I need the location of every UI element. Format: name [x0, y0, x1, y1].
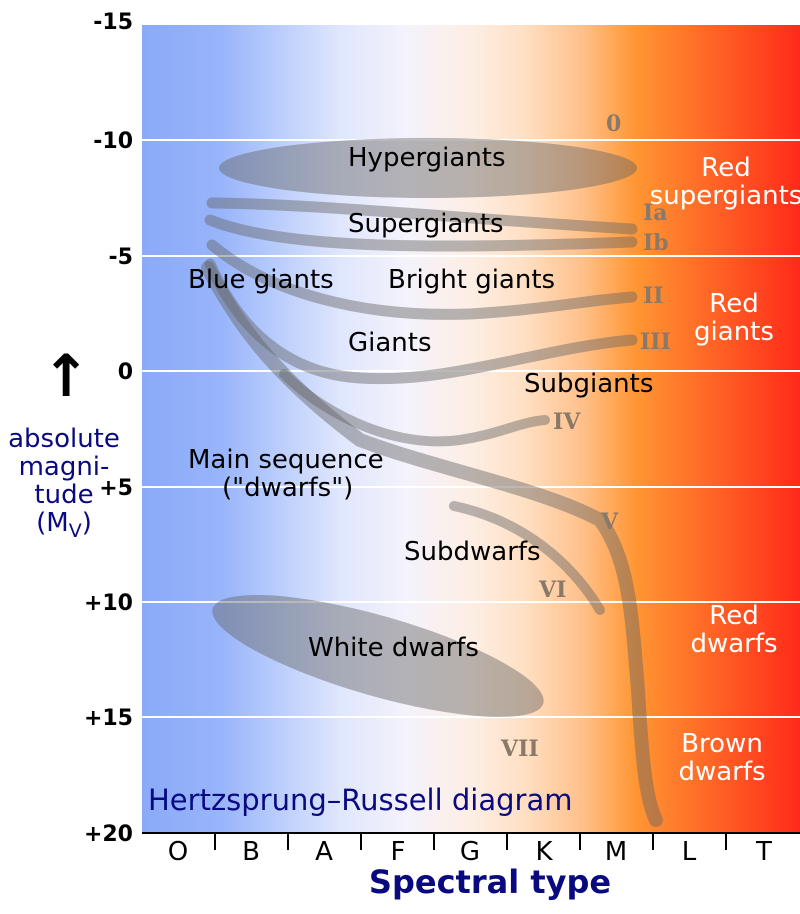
diagram-title: Hertzsprung–Russell diagram [148, 783, 572, 817]
subgiants-band [279, 369, 550, 447]
y-axis-arrow: ↑ [42, 342, 91, 410]
x-tick-t: T [755, 837, 772, 867]
lum-class-vii: VII [500, 736, 539, 762]
y-tick-minus15: -15 [93, 10, 133, 35]
lum-class-ii: II [643, 283, 664, 309]
y-tick-plus20: +20 [84, 822, 133, 847]
y-label-subscript: V [69, 520, 82, 542]
label-red-dwarfs-2: dwarfs [690, 629, 777, 659]
y-label-close: ) [82, 508, 92, 538]
y-axis-label: absolute magni- tude (MV) [8, 424, 120, 542]
label-brown-dwarfs-1: Brown [681, 729, 763, 759]
label-red-giants-2: giants [694, 317, 774, 347]
label-bright-giants: Bright giants [388, 265, 555, 295]
x-axis-separators [214, 833, 727, 850]
label-red-supergiants-2: supergiants [650, 181, 800, 211]
y-label-line3: tude [34, 480, 93, 510]
lum-class-0: 0 [606, 111, 621, 137]
x-tick-f: F [391, 837, 406, 867]
x-tick-o: O [168, 837, 188, 867]
x-tick-g: G [460, 837, 480, 867]
y-tick-minus10: -10 [93, 129, 133, 154]
label-supergiants: Supergiants [348, 209, 504, 239]
gridlines [142, 139, 800, 718]
lum-class-iii: III [640, 329, 671, 355]
y-tick-plus15: +15 [84, 706, 133, 731]
label-blue-giants: Blue giants [188, 265, 334, 295]
main-sequence-band [201, 261, 663, 827]
lum-class-v: V [600, 509, 619, 535]
lum-class-iv: IV [553, 409, 581, 435]
giants-band [204, 258, 638, 385]
x-axis-title: Spectral type [369, 863, 611, 901]
lum-class-vi: VI [538, 577, 566, 603]
label-red-dwarfs-1: Red [709, 601, 758, 631]
subdwarfs-band [449, 501, 605, 615]
x-axis-ticks: O B A F G K M L T [168, 837, 772, 867]
y-label-line4: (MV) [36, 508, 92, 542]
label-hypergiants: Hypergiants [348, 143, 506, 173]
plot-background [142, 25, 800, 833]
y-tick-plus10: +10 [84, 591, 133, 616]
x-tick-l: L [682, 837, 697, 867]
label-red-giants-1: Red [709, 289, 758, 319]
y-label-line1: absolute [8, 424, 120, 454]
label-main-sequence: Main sequence [188, 445, 384, 475]
label-giants: Giants [348, 328, 432, 358]
y-label-line2: magni- [19, 452, 110, 482]
y-tick-0: 0 [118, 360, 133, 385]
label-subdwarfs: Subdwarfs [404, 537, 541, 567]
lum-class-ia: Ia [643, 200, 668, 226]
supergiants-ib-band [204, 214, 638, 252]
hypergiants-band [219, 138, 637, 198]
label-brown-dwarfs-2: dwarfs [678, 757, 765, 787]
bright-giants-band [206, 239, 638, 320]
white-dwarfs-band [212, 594, 544, 718]
label-subgiants: Subgiants [524, 369, 653, 399]
supergiants-ia-band [206, 197, 638, 235]
label-white-dwarfs: White dwarfs [308, 633, 479, 663]
label-red-supergiants-1: Red [701, 153, 750, 183]
lum-class-ib: Ib [643, 230, 669, 256]
y-axis-ticks: -15 -10 -5 0 +5 +10 +15 +20 [84, 10, 133, 847]
label-main-sequence-dwarfs: ("dwarfs") [222, 473, 353, 503]
y-tick-minus5: -5 [109, 245, 133, 270]
x-tick-m: M [605, 837, 627, 867]
y-label-mv: (M [36, 508, 69, 538]
x-tick-k: K [535, 837, 553, 867]
y-tick-plus5: +5 [99, 476, 133, 501]
x-tick-a: A [315, 837, 333, 867]
x-tick-b: B [242, 837, 260, 867]
